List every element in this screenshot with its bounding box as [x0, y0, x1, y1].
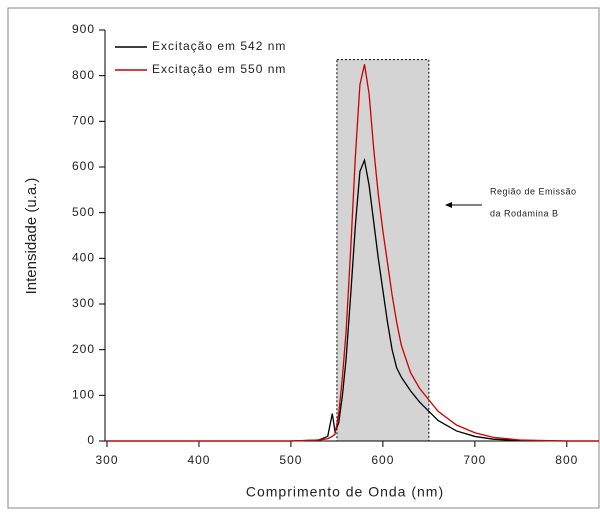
- x-tick-label: 600: [371, 453, 394, 467]
- legend-label: Excitação em 550 nm: [152, 62, 286, 76]
- y-tick-label: 400: [72, 251, 95, 265]
- annotation: da Rodamina B: [490, 208, 559, 218]
- y-tick-label: 600: [72, 159, 95, 173]
- y-tick-label: 100: [72, 388, 95, 402]
- y-tick-label: 700: [72, 114, 95, 128]
- legend-label: Excitação em 542 nm: [152, 39, 286, 53]
- y-tick-label: 800: [72, 68, 95, 82]
- series-line: [107, 64, 599, 442]
- y-axis-label: Intensidade (u.a.): [23, 178, 40, 295]
- x-tick-label: 300: [95, 453, 118, 467]
- y-tick-label: 200: [72, 342, 95, 356]
- frame: [7, 7, 600, 509]
- y-tick-label: 0: [87, 433, 95, 447]
- y-tick-label: 900: [72, 22, 95, 36]
- annotation: Região de Emissão: [490, 186, 577, 196]
- x-tick-label: 400: [187, 453, 210, 467]
- emission-region: [336, 59, 430, 442]
- x-tick-label: 700: [463, 453, 486, 467]
- series-line: [107, 157, 599, 442]
- y-tick-label: 300: [72, 296, 95, 310]
- x-tick-label: 800: [555, 453, 578, 467]
- y-tick-label: 500: [72, 205, 95, 219]
- annotation-arrowhead: [445, 202, 452, 208]
- x-tick-label: 500: [279, 453, 302, 467]
- x-axis-label: Comprimento de Onda (nm): [246, 484, 444, 500]
